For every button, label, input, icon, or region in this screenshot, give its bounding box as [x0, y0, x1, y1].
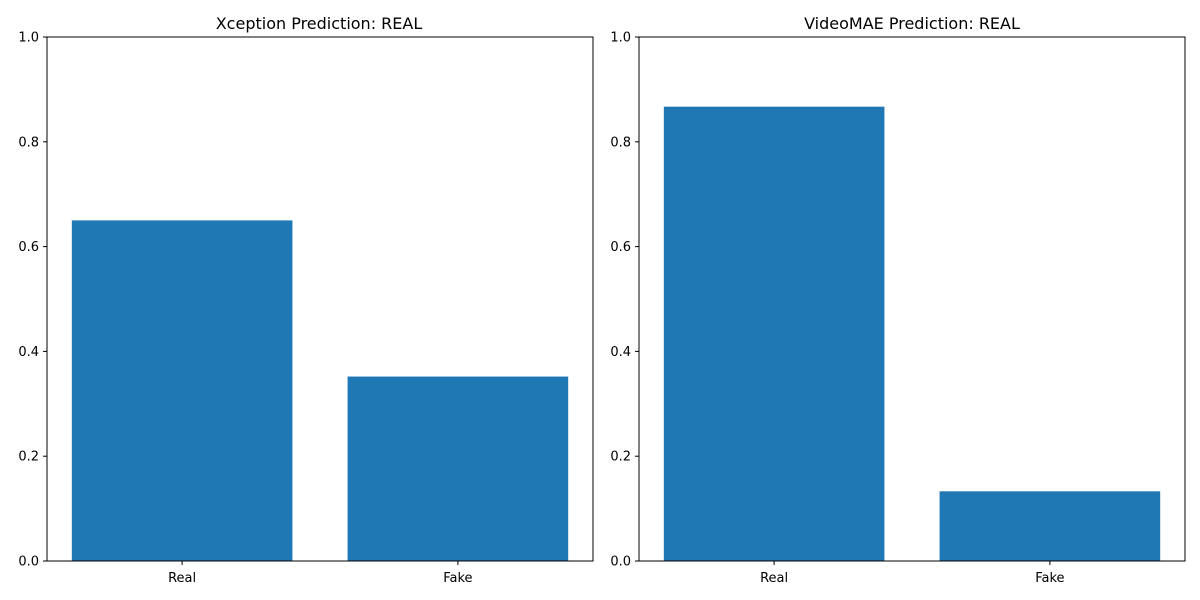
bars-videomae [663, 106, 1161, 561]
chart-panel-xception: Xception Prediction: REAL 0.00.20.40.60.… [18, 14, 594, 586]
chart-panel-videomae: VideoMAE Prediction: REAL 0.00.20.40.60.… [610, 14, 1186, 586]
y-tick-label: 0.6 [610, 240, 631, 255]
bar-real [663, 106, 885, 561]
y-tick-label: 0.4 [610, 345, 631, 360]
y-axis-ticks-videomae: 0.0 0.2 0.4 0.6 0.8 1.0 [610, 31, 639, 570]
y-tick-label: 0.0 [18, 555, 39, 570]
bar-fake [939, 491, 1161, 561]
axes-frame-xception [46, 36, 594, 562]
x-axis-ticks-videomae: Real Fake [760, 561, 1065, 586]
chart-title-xception: Xception Prediction: REAL [216, 14, 423, 33]
bar-fake [347, 376, 569, 561]
y-tick-label: 0.2 [18, 450, 39, 465]
x-tick-label: Real [760, 571, 788, 586]
bar-real [71, 220, 293, 561]
y-tick-label: 0.4 [18, 345, 39, 360]
x-tick-label: Real [168, 571, 196, 586]
y-tick-label: 0.8 [18, 135, 39, 150]
y-tick-label: 0.2 [610, 450, 631, 465]
y-tick-label: 1.0 [18, 31, 39, 46]
y-tick-label: 0.6 [18, 240, 39, 255]
y-axis-ticks-xception: 0.0 0.2 0.4 0.6 0.8 1.0 [18, 31, 47, 570]
x-tick-label: Fake [1035, 571, 1064, 586]
bars-xception [71, 220, 569, 561]
chart-title-videomae: VideoMAE Prediction: REAL [804, 14, 1020, 33]
y-tick-label: 1.0 [610, 31, 631, 46]
y-tick-label: 0.0 [610, 555, 631, 570]
x-axis-ticks-xception: Real Fake [168, 561, 473, 586]
x-tick-label: Fake [443, 571, 472, 586]
axes-frame-videomae [638, 36, 1186, 562]
y-tick-label: 0.8 [610, 135, 631, 150]
